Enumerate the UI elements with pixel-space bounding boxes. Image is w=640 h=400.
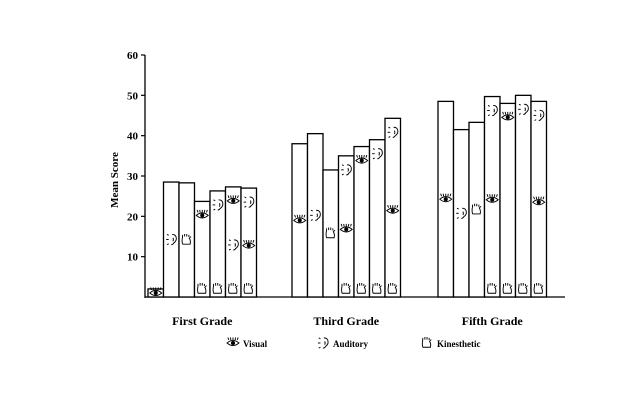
ear-icon (166, 233, 177, 246)
y-tick-label: 50 (127, 90, 139, 102)
ear-icon (533, 109, 545, 121)
y-axis-label: Mean Score (109, 152, 121, 208)
legend: Visual Auditory Kinesthetic (226, 337, 481, 349)
ear-icon (243, 196, 255, 208)
hand-icon (341, 283, 351, 294)
eye-icon (195, 209, 209, 219)
hand-icon (502, 283, 513, 294)
ear-icon (487, 104, 498, 117)
bar-group: Fifth Grade (437, 94, 548, 328)
eye-icon (226, 195, 240, 204)
eye-icon (149, 287, 163, 296)
y-tick-label: 60 (127, 50, 139, 62)
hand-icon (533, 283, 544, 294)
legend-label: Auditory (333, 339, 369, 349)
eye-icon (386, 204, 400, 214)
eye-icon (226, 337, 240, 347)
ear-icon (341, 164, 352, 176)
legend-label: Visual (243, 339, 268, 349)
bar (209, 190, 227, 298)
x-category-label: First Grade (172, 314, 233, 328)
bar-group: First Grade (147, 181, 258, 328)
eye-icon (485, 194, 499, 203)
hand-icon (197, 283, 207, 294)
hand-icon (212, 283, 223, 294)
eye-icon (439, 193, 453, 203)
ear-icon (387, 126, 399, 138)
hand-icon (228, 283, 238, 294)
eye-icon (339, 223, 353, 233)
ear-icon (456, 207, 467, 219)
y-tick-label: 10 (127, 252, 139, 264)
bar (368, 139, 386, 298)
hand-icon (487, 283, 497, 294)
hand-icon (325, 227, 336, 239)
x-category-label: Fifth Grade (462, 314, 524, 328)
ear-icon (212, 199, 224, 211)
ear-icon (518, 103, 529, 115)
bar (353, 145, 371, 298)
ear-icon (310, 209, 321, 221)
legend-label: Kinesthetic (437, 339, 481, 349)
legend-item: Kinesthetic (421, 337, 481, 349)
hand-icon (421, 337, 432, 348)
legend-item: Auditory (317, 337, 369, 349)
y-tick-label: 20 (127, 211, 139, 223)
hand-icon (372, 283, 382, 294)
hand-icon (387, 283, 398, 294)
hand-icon (518, 283, 528, 294)
y-tick-label: 30 (127, 171, 139, 183)
bar (178, 182, 196, 298)
eye-icon (355, 154, 369, 164)
eye-icon (242, 239, 256, 249)
legend-item: Visual (226, 337, 268, 349)
eye-icon (293, 214, 307, 224)
bar (322, 169, 340, 298)
bar (468, 121, 486, 298)
ear-icon (228, 239, 239, 251)
y-tick-label: 40 (127, 131, 139, 143)
hand-icon (471, 203, 482, 215)
eye-icon (532, 196, 546, 206)
bars: First Grade Third Grade Fifth Grade (147, 94, 548, 328)
x-category-label: Third Grade (313, 314, 379, 328)
bar (499, 102, 517, 298)
eye-icon (501, 111, 515, 121)
bar (514, 94, 532, 298)
hand-icon (181, 233, 192, 245)
hand-icon (243, 283, 254, 294)
ear-icon (372, 148, 383, 160)
hand-icon (356, 283, 367, 294)
ear-icon (317, 337, 329, 349)
bar-group: Third Grade (291, 117, 402, 328)
